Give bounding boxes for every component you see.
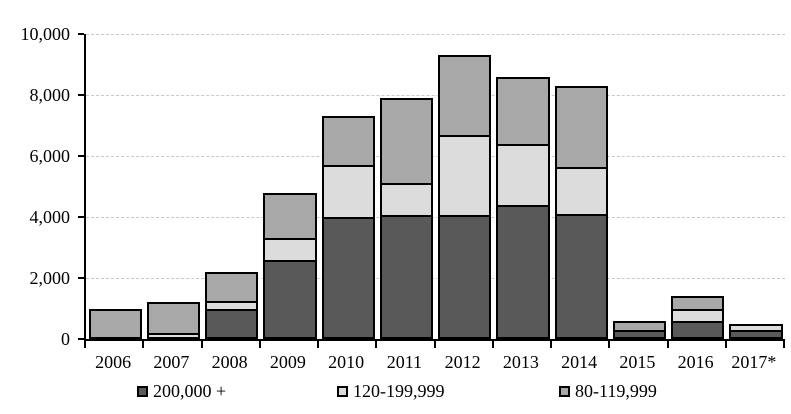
- legend-item-120-199999: 120-199,999: [337, 380, 445, 402]
- y-tick-label-2000: 2,000: [29, 268, 71, 288]
- gridline-8000: [86, 95, 785, 96]
- bar-segment-2013-series-0: [496, 204, 550, 339]
- x-tick-label-2017: 2017*: [731, 352, 777, 372]
- x-tick-mark: [200, 341, 203, 348]
- legend-label-120-199999: 120-199,999: [353, 381, 445, 401]
- x-tick-mark: [491, 341, 494, 348]
- legend-item-200000-plus: 200,000 +: [137, 380, 226, 402]
- bar-segment-2007-series-2: [146, 302, 200, 335]
- y-tick-label-6000: 6,000: [29, 146, 71, 166]
- x-tick-mark: [375, 341, 378, 348]
- x-tick-label-2015: 2015: [619, 352, 656, 372]
- bar-segment-2009-series-1: [263, 238, 317, 262]
- y-tick-mark: [78, 277, 84, 279]
- bar-segment-2016-series-1: [671, 308, 725, 323]
- x-tick-label-2013: 2013: [502, 352, 539, 372]
- gridline-4000: [86, 217, 785, 218]
- x-tick-mark: [666, 341, 669, 348]
- x-tick-mark: [433, 341, 436, 348]
- x-tick-mark: [608, 341, 611, 348]
- x-tick-label-2010: 2010: [328, 352, 365, 372]
- bar-segment-2008-series-0: [205, 308, 259, 339]
- legend-swatch-120-199999: [337, 385, 348, 397]
- x-tick-mark: [724, 341, 727, 348]
- x-tick-label-2009: 2009: [269, 352, 306, 372]
- legend-swatch-200000-plus: [137, 385, 148, 397]
- bar-segment-2008-series-2: [205, 271, 259, 303]
- bar-segment-2013-series-2: [496, 76, 550, 146]
- x-tick-label-2006: 2006: [95, 352, 132, 372]
- y-tick-mark: [78, 94, 84, 96]
- bar-segment-2011-series-0: [379, 215, 433, 339]
- x-tick-label-2012: 2012: [444, 352, 481, 372]
- y-tick-label-4000: 4,000: [29, 207, 71, 227]
- bar-segment-2016-series-0: [671, 320, 725, 339]
- gridline-10000: [86, 34, 785, 35]
- x-tick-label-2007: 2007: [153, 352, 190, 372]
- bar-segment-2009-series-2: [263, 192, 317, 241]
- legend-item-80-119999: 80-119,999: [559, 380, 657, 402]
- bar-segment-2012-series-2: [438, 55, 492, 137]
- bar-segment-2015-series-2: [612, 320, 666, 332]
- bar-segment-2012-series-1: [438, 134, 492, 218]
- x-tick-label-2014: 2014: [561, 352, 598, 372]
- bar-segment-2010-series-1: [321, 165, 375, 219]
- bar-segment-2011-series-1: [379, 183, 433, 218]
- gridline-2000: [86, 278, 785, 279]
- y-tick-mark: [78, 338, 84, 340]
- bar-segment-2006-series-2: [88, 308, 142, 339]
- legend: 200,000 + 120-199,999 80-119,999: [0, 380, 791, 406]
- y-tick-label-0: 0: [61, 329, 70, 349]
- x-tick-mark: [258, 341, 261, 348]
- x-tick-label-2008: 2008: [211, 352, 248, 372]
- x-tick-label-2011: 2011: [386, 352, 423, 372]
- legend-swatch-80-119999: [559, 385, 570, 397]
- y-tick-label-10000: 10,000: [20, 24, 71, 44]
- legend-label-80-119999: 80-119,999: [575, 381, 657, 401]
- bar-segment-2012-series-0: [438, 215, 492, 339]
- bar-segment-2014-series-0: [554, 213, 608, 339]
- bar-segment-2013-series-1: [496, 143, 550, 207]
- x-tick-mark: [84, 341, 86, 348]
- bar-segment-2011-series-2: [379, 98, 433, 186]
- y-tick-label-8000: 8,000: [29, 85, 71, 105]
- bar-segment-2017-series-1: [729, 323, 783, 332]
- x-tick-mark: [142, 341, 145, 348]
- gridline-6000: [86, 156, 785, 157]
- legend-label-200000-plus: 200,000 +: [153, 381, 227, 401]
- bar-segment-2010-series-2: [321, 116, 375, 168]
- x-tick-mark: [317, 341, 319, 348]
- y-tick-mark: [78, 216, 84, 218]
- plot-area: [84, 34, 785, 341]
- bar-segment-2010-series-0: [321, 217, 375, 339]
- y-tick-mark: [78, 33, 84, 35]
- bar-segment-2014-series-1: [554, 166, 608, 216]
- bar-segment-2014-series-2: [554, 85, 608, 169]
- x-tick-label-2016: 2016: [677, 352, 714, 372]
- x-tick-mark: [783, 341, 785, 348]
- bar-segment-2009-series-0: [263, 259, 317, 339]
- y-tick-mark: [78, 155, 84, 157]
- x-tick-mark: [550, 341, 552, 348]
- bar-segment-2016-series-2: [671, 296, 725, 311]
